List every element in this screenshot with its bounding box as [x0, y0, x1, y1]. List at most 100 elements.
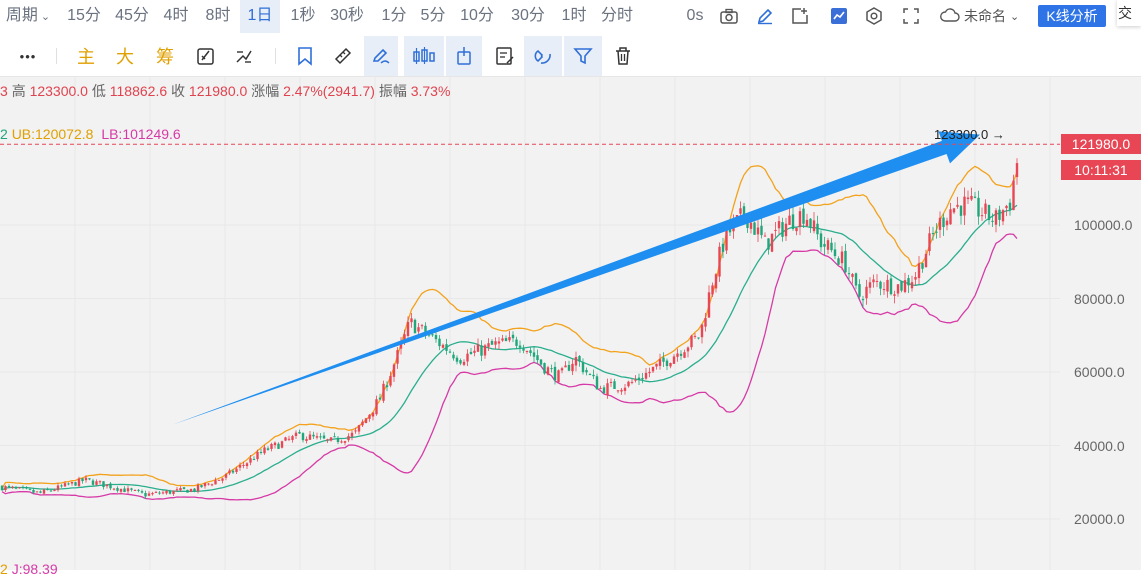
candle-body: [403, 334, 406, 343]
candle-body: [273, 442, 277, 446]
more-options-icon: •••: [19, 48, 37, 64]
candle-body: [4, 486, 7, 491]
candle-body: [266, 448, 270, 450]
filter-tool[interactable]: [564, 36, 602, 76]
candle-body: [42, 489, 46, 494]
candle-body: [291, 436, 294, 440]
candle-body: [119, 488, 123, 492]
candle-body: [263, 447, 266, 454]
period-tab[interactable]: 10分: [460, 7, 494, 24]
chart-settings-icon[interactable]: [828, 6, 850, 26]
period-tab[interactable]: 1日: [240, 0, 280, 33]
period-tab[interactable]: 1秒: [290, 7, 316, 24]
magnet-tool[interactable]: [524, 36, 562, 76]
lower-band-label: LB:101249.6: [101, 126, 181, 142]
period-tab[interactable]: 分时: [600, 7, 633, 24]
candle-body: [987, 204, 991, 220]
kline-analysis-button[interactable]: K线分析: [1038, 5, 1106, 27]
candle-body: [641, 377, 644, 380]
candle-body: [756, 227, 760, 235]
add-window-icon[interactable]: [789, 6, 811, 26]
candle-body: [396, 350, 399, 364]
candle-body: [308, 434, 312, 440]
candle-body: [490, 340, 494, 345]
candle-body: [179, 488, 182, 491]
candle-body: [60, 485, 63, 487]
candle-body: [914, 277, 917, 280]
candle-body: [966, 197, 970, 200]
compare-button[interactable]: [228, 36, 260, 76]
candle-body: [574, 357, 578, 366]
period-tab[interactable]: 5分: [420, 7, 446, 24]
fullscreen-icon[interactable]: [900, 6, 922, 26]
note-tool[interactable]: [488, 36, 522, 76]
candle-body: [319, 436, 322, 438]
countdown-label: 0s: [686, 7, 704, 24]
trend-arrow: [172, 131, 980, 425]
candle-body: [511, 334, 515, 339]
divider: [275, 48, 276, 64]
candle-body: [154, 491, 158, 493]
candle-body: [994, 210, 998, 225]
period-tab[interactable]: 1时: [561, 7, 587, 24]
gear-icon[interactable]: [863, 6, 885, 26]
candle-body: [336, 437, 340, 443]
candle-body: [767, 238, 770, 250]
candle-body: [196, 484, 200, 492]
period-tab[interactable]: 30秒: [330, 7, 364, 24]
candle-body: [315, 436, 319, 438]
big-order-indicator-button[interactable]: 大: [109, 36, 141, 76]
candle-body: [903, 280, 907, 292]
camera-icon[interactable]: [718, 6, 740, 26]
chip-indicator-button[interactable]: 筹: [149, 36, 181, 76]
arrow-right-icon: →: [988, 127, 1005, 143]
main-indicator-button[interactable]: 主: [70, 36, 102, 76]
candle-body: [312, 434, 315, 437]
period-tab[interactable]: 45分: [115, 7, 149, 24]
candle-body: [749, 222, 753, 229]
period-tab[interactable]: 1分: [381, 7, 407, 24]
candle-body: [39, 491, 42, 493]
period-tab[interactable]: 30分: [511, 7, 545, 24]
period-selector[interactable]: 周期 ⌄: [0, 0, 56, 33]
candle-tool[interactable]: [404, 36, 444, 76]
trade-side-card[interactable]: 交: [1117, 0, 1141, 26]
position-tool[interactable]: [446, 36, 482, 76]
candle-body: [956, 204, 959, 207]
candle-body: [207, 483, 210, 485]
candle-body: [770, 233, 774, 252]
candle-body: [434, 335, 438, 340]
candle-body: [130, 488, 133, 490]
candle-body: [329, 437, 333, 441]
candle-body: [952, 208, 956, 213]
candle-body: [46, 488, 49, 491]
candle-body: [473, 350, 476, 353]
trade-side-text: 交: [1118, 5, 1132, 21]
candle-body: [133, 489, 137, 491]
bookmark-tool[interactable]: [288, 36, 322, 76]
layout-selector[interactable]: 未命名 ⌄: [940, 5, 1019, 27]
lower-band-line: [1, 233, 1018, 501]
candle-body: [690, 335, 693, 348]
candle-body: [256, 451, 259, 460]
period-tab[interactable]: 8时: [205, 7, 231, 24]
candle-body: [144, 492, 147, 497]
delete-drawings-button[interactable]: [606, 36, 640, 76]
more-options-button[interactable]: •••: [12, 36, 44, 76]
candle-body: [679, 353, 683, 356]
ruler-tool[interactable]: [326, 36, 360, 76]
brush-tool[interactable]: [364, 36, 398, 76]
row1-prefix: 3: [0, 83, 8, 99]
candle-body: [424, 325, 427, 335]
candle-body: [259, 451, 263, 453]
edit-indicator-button[interactable]: [190, 36, 222, 76]
moving-average-line: [1, 204, 1018, 493]
period-tab[interactable]: 4时: [163, 7, 189, 24]
candle-body: [819, 233, 823, 248]
candle-body: [564, 365, 567, 368]
candle-body: [669, 363, 672, 367]
candle-body: [1001, 210, 1005, 222]
pen-icon[interactable]: [754, 6, 776, 26]
period-tab[interactable]: 15分: [67, 7, 101, 24]
candle-body: [438, 338, 441, 347]
